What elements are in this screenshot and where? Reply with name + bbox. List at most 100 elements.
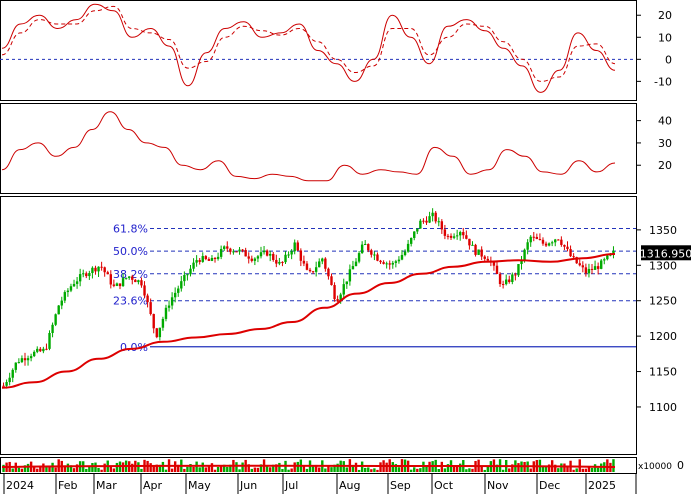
candle-body [520, 260, 523, 265]
volume-bar [189, 464, 192, 472]
candle-body [180, 281, 183, 289]
volume-bar [216, 467, 220, 472]
volume-bar [425, 466, 428, 472]
volume-bar [572, 469, 575, 472]
candle-body [36, 348, 39, 352]
volume-bar [66, 463, 70, 472]
axes: 20 10 0 -10 40 30 20 1350 1300 1250 1200 1150 1100 13… [3, 9, 691, 494]
candle-body [235, 251, 238, 253]
volume-bar [373, 468, 376, 472]
candle-body [480, 249, 483, 257]
volume-bar [529, 468, 532, 472]
candle-body [51, 324, 54, 333]
candle-body [72, 283, 76, 287]
volume-bar [121, 462, 125, 472]
candle-body [94, 267, 97, 272]
volume-bar [541, 465, 545, 472]
volume-bar [85, 468, 88, 472]
candle-body [517, 264, 520, 276]
candle-body [425, 220, 428, 223]
candle-body [78, 274, 82, 282]
candle-body [532, 236, 535, 238]
candle-body [333, 285, 336, 300]
volume-bar [566, 467, 569, 472]
candle-body [385, 263, 388, 265]
candle-body [48, 332, 51, 349]
volume-bar [333, 464, 336, 472]
candle-body [229, 248, 232, 252]
volume-bar [48, 466, 51, 472]
volume-bar [296, 461, 299, 472]
candle-body [140, 280, 143, 286]
volume-bar [587, 466, 591, 472]
volume-bar [94, 462, 97, 472]
x-tick-label: 2024 [6, 479, 34, 492]
volume-bar [336, 463, 339, 472]
candle-body [572, 256, 575, 258]
candle-body [498, 273, 502, 285]
volume-bar [275, 464, 278, 472]
volume-bar [198, 467, 201, 472]
candle-body [268, 253, 272, 256]
candle-body [311, 271, 315, 273]
candle-body [452, 236, 456, 238]
candle-body [495, 265, 499, 274]
candle-body [272, 253, 275, 260]
volume-bar [183, 468, 186, 472]
candle-body [348, 269, 352, 282]
candle-body [45, 348, 48, 350]
candle-body [284, 254, 287, 263]
candle-body [504, 279, 508, 285]
volume-bar [293, 462, 296, 472]
candle-body [88, 273, 91, 277]
volume-bar [219, 465, 223, 472]
candle-body [587, 268, 591, 274]
candle-body [575, 257, 578, 264]
volume-bar [544, 465, 548, 472]
candle-body [137, 280, 140, 283]
x-tick-label: Dec [539, 479, 560, 492]
candle-body [253, 258, 257, 261]
x-tick-label: May [188, 479, 211, 492]
volume-bar [241, 462, 244, 472]
volume-bar [186, 466, 189, 472]
volume-bar [563, 463, 566, 472]
candle-body [354, 261, 358, 267]
moving-average-line [1, 253, 616, 389]
candle-body [364, 244, 367, 246]
volume-bar [314, 464, 318, 472]
candle-body [511, 274, 514, 283]
volume-bar [11, 468, 14, 472]
candle-body [526, 242, 529, 250]
volume-bar [391, 462, 394, 472]
candle-body [541, 239, 545, 244]
candle-body [547, 243, 551, 246]
volume-bar [36, 468, 39, 472]
candle-body [143, 285, 146, 296]
candle-body [232, 251, 235, 253]
candle-body [226, 246, 229, 249]
volume-bar [554, 464, 557, 472]
volume-bar [278, 462, 281, 472]
candle-body [544, 243, 548, 246]
candle-body [394, 261, 398, 263]
volume-bar [557, 468, 560, 472]
volume-bar [247, 464, 250, 472]
volume-bar [324, 468, 327, 472]
volume-bar [272, 464, 275, 472]
last-price-box [641, 245, 691, 261]
volume-bar [471, 468, 474, 472]
candle-body [100, 266, 103, 268]
volume-bar [253, 467, 257, 472]
candle-body [207, 259, 211, 261]
volume-bar [465, 469, 468, 472]
candle-body [29, 356, 33, 359]
volume-bar [590, 467, 594, 472]
volume-bar [413, 467, 416, 472]
candle-body [508, 279, 511, 283]
candle-body [219, 248, 223, 257]
volume-bar [281, 469, 284, 472]
price-tick-label: 1200 [649, 330, 677, 343]
price-tick-label: 1150 [649, 366, 677, 379]
x-tick-label: 2025 [588, 479, 616, 492]
